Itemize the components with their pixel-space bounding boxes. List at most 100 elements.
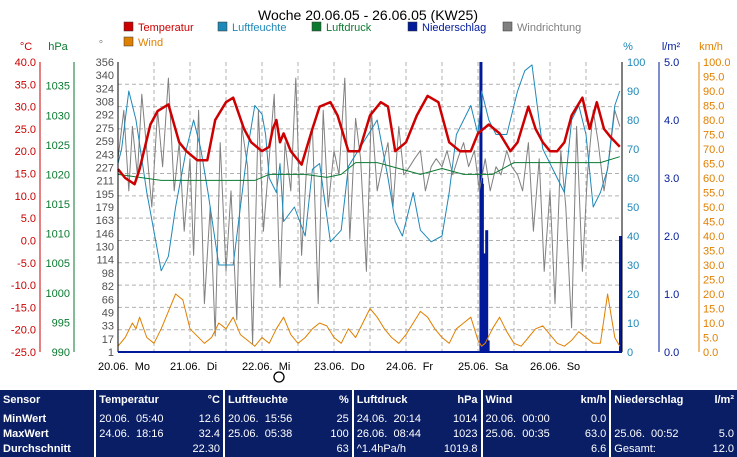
wind-direction-tick: 308 [96, 97, 114, 109]
wind-direction-tick: 227 [96, 162, 114, 174]
wind-min-value: 0.0 [591, 412, 607, 425]
wind-direction-tick: 1 [108, 347, 114, 359]
chart-title: Woche 20.06.05 - 26.06.05 (KW25) [258, 7, 478, 23]
wind-speed-tick: 25.0 [703, 275, 724, 287]
wind-direction-tick: 17 [102, 334, 114, 346]
pressure-tick: 995 [52, 317, 70, 329]
precipitation-bar [619, 236, 622, 352]
humidity-tick: 10 [627, 318, 639, 330]
wind-direction-tick: 49 [102, 307, 114, 319]
header-pressure: Luftdruck [351, 390, 434, 412]
stats-max-row: MaxWert 24.06. 18:16 32.4 25.06. 05:38 1… [0, 426, 737, 442]
data-lines [117, 64, 621, 347]
legend-label: Wind [138, 37, 163, 49]
humidity-tick: 20 [627, 289, 639, 301]
temperature-tick: -25.0 [11, 347, 36, 359]
legend-swatch [502, 21, 513, 32]
wind-speed-tick: 80.0 [703, 115, 724, 127]
x-axis-day-label: 21.06. Di [170, 361, 217, 373]
legend-swatch [123, 36, 134, 47]
press-min-datetime: 24.06. 20:14 [351, 411, 434, 427]
header-press-unit: hPa [457, 394, 478, 407]
max-label: MaxWert [3, 427, 49, 440]
header-wind-unit: km/h [580, 394, 607, 407]
temp-min-value: 12.6 [198, 412, 220, 425]
wind-speed-tick: 60.0 [703, 173, 724, 185]
temperature-tick: -20.0 [11, 325, 36, 337]
wind-min-datetime: 20.06. 00:00 [480, 411, 563, 427]
precipitation-bar [480, 183, 484, 352]
wind-speed-unit: km/h [699, 41, 723, 53]
wind-direction-tick: 356 [96, 57, 114, 69]
temperature-tick: 10.0 [15, 191, 36, 203]
wind-speed-tick: 30.0 [703, 260, 724, 272]
temperature-tick: -5.0 [17, 258, 36, 270]
stats-table: Sensor Temperatur °C Luftfeuchte % Luftd… [0, 390, 737, 457]
wind-avg-empty [480, 441, 563, 457]
press-max-datetime: 26.06. 08:44 [351, 426, 434, 442]
pressure-unit: hPa [48, 41, 68, 53]
wind-direction-tick: 259 [96, 136, 114, 148]
temperature-tick: 0.0 [21, 235, 36, 247]
wind-speed-tick: 0.0 [703, 347, 718, 359]
temperature-tick: 25.0 [15, 124, 36, 136]
wind-direction-tick: 292 [96, 110, 114, 122]
axis-units: °C hPa °% l/m² km/h [20, 39, 723, 53]
precipitation-bar [486, 340, 490, 352]
wind-speed-tick: 50.0 [703, 202, 724, 214]
header-wind: Wind [480, 390, 563, 412]
wind-avg-value: 6.6 [591, 442, 607, 455]
header-rain: Niederschlag [609, 390, 692, 412]
pressure-tick: 1020 [46, 169, 70, 181]
humidity-tick: 70 [627, 144, 639, 156]
wind-direction-tick: 275 [96, 123, 114, 135]
header-rain-unit: l/m² [714, 394, 734, 407]
wind-speed-tick: 10.0 [703, 318, 724, 330]
x-axis-day-label: 26.06. So [530, 361, 580, 373]
press-trend: ^1.4hPa/h [351, 441, 434, 457]
temp-max-value: 32.4 [198, 427, 220, 440]
wind-speed-tick: 5.0 [703, 333, 718, 345]
rain-min-empty-value [691, 412, 737, 427]
pressure-tick: 1030 [46, 110, 70, 122]
hum-avg-value: 63 [336, 442, 349, 455]
legend-swatch [123, 21, 134, 32]
wind-direction-unit: ° [99, 39, 103, 51]
min-label: MinWert [3, 412, 47, 425]
precipitation-bar [619, 323, 622, 352]
pressure-tick: 990 [52, 347, 70, 359]
hum-min-value: 25 [336, 412, 349, 425]
temperature-tick: 15.0 [15, 169, 36, 181]
header-temp-unit: °C [207, 394, 220, 407]
wind-direction-tick: 98 [102, 268, 114, 280]
header-temperature: Temperatur [94, 390, 177, 412]
wind-direction-tick: 146 [96, 228, 114, 240]
pressure-tick: 1035 [46, 81, 70, 93]
rain-max-value: 5.0 [718, 427, 734, 440]
x-axis-day-label: 22.06. Mi [242, 361, 290, 373]
pressure-tick: 1025 [46, 140, 70, 152]
hum-max-value: 100 [330, 427, 349, 440]
hum-min-datetime: 20.06. 15:56 [222, 411, 306, 427]
rain-max-datetime: 25.06. 00:52 [609, 426, 692, 442]
hum-max-datetime: 25.06. 05:38 [222, 426, 306, 442]
pressure-tick: 1010 [46, 229, 70, 241]
wind-speed-tick: 15.0 [703, 304, 724, 316]
temperature-tick: 5.0 [21, 213, 36, 225]
temperature-tick: 40.0 [15, 57, 36, 69]
wind-speed-tick: 85.0 [703, 101, 724, 113]
legend-swatch [311, 21, 322, 32]
humidity-tick: 40 [627, 231, 639, 243]
wind-speed-tick: 55.0 [703, 188, 724, 200]
press-min-value: 1014 [453, 412, 478, 425]
header-humidity: Luftfeuchte [222, 390, 306, 412]
weather-chart: Woche 20.06.05 - 26.06.05 (KW25) Tempera… [10, 7, 731, 383]
temp-min-datetime: 20.06. 05:40 [94, 411, 177, 427]
wind-direction-tick: 340 [96, 70, 114, 82]
wind-speed-tick: 100.0 [703, 57, 731, 69]
stats-header-row: Sensor Temperatur °C Luftfeuchte % Luftd… [0, 390, 737, 412]
legend-swatch [217, 21, 228, 32]
series-line-temperatur [117, 94, 621, 186]
x-axis-labels: 20.06. Mo 21.06. Di 22.06. Mi 23.06. Do 24.0… [98, 361, 580, 373]
wind-speed-tick: 95.0 [703, 72, 724, 84]
